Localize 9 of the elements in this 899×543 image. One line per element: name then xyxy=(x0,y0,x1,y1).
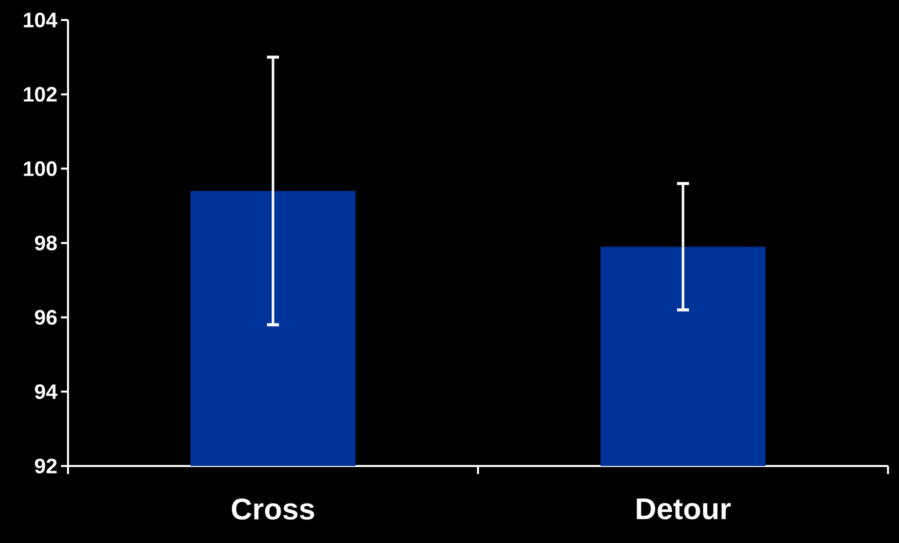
y-tick-label: 92 xyxy=(34,458,57,474)
y-tick-label: 98 xyxy=(34,236,57,250)
y-tick-label: 94 xyxy=(34,384,58,400)
y-tick-label: 102 xyxy=(24,86,57,102)
y-tick-label: 104 xyxy=(24,12,58,28)
x-tick-label: Detour xyxy=(636,498,731,520)
y-tick-label: 96 xyxy=(34,310,57,325)
x-tick-label: Cross xyxy=(232,498,314,520)
y-tick-label: 100 xyxy=(24,161,57,176)
